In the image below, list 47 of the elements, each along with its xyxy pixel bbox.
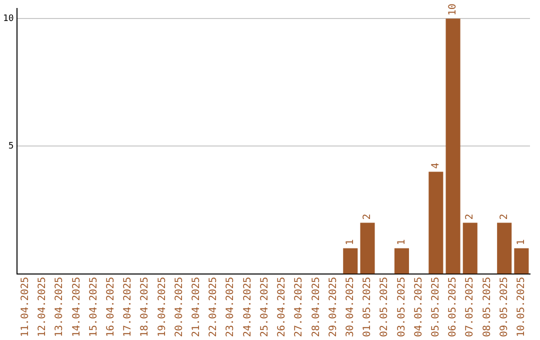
bar xyxy=(394,248,409,274)
bar xyxy=(360,222,375,274)
x-tick-label: 02.05.2025 xyxy=(379,276,390,338)
x-tick-label: 13.04.2025 xyxy=(54,276,66,338)
x-tick-label: 12.04.2025 xyxy=(37,276,48,338)
x-tick-label: 27.04.2025 xyxy=(294,276,305,338)
bar xyxy=(428,172,444,274)
x-tick-label: 11.04.2025 xyxy=(20,276,31,338)
x-tick-label: 15.04.2025 xyxy=(88,276,100,338)
x-tick-label: 24.04.2025 xyxy=(242,276,254,338)
data-label: 1 xyxy=(396,239,408,246)
x-tick-label: 06.05.2025 xyxy=(448,276,459,338)
y-tick-label: 5 xyxy=(8,142,14,152)
data-label: 10 xyxy=(448,4,459,16)
x-tick-label: 21.04.2025 xyxy=(191,276,202,338)
x-tick-label: 09.05.2025 xyxy=(498,276,510,338)
x-tick-label: 05.05.2025 xyxy=(430,276,442,338)
bar xyxy=(343,248,358,274)
x-tick-label: 14.04.2025 xyxy=(71,276,82,338)
x-tick-label: 30.04.2025 xyxy=(344,276,356,338)
x-tick-label: 28.04.2025 xyxy=(310,276,322,338)
data-label: 2 xyxy=(362,214,374,220)
x-tick-label: 20.04.2025 xyxy=(174,276,185,338)
x-tick-label: 10.05.2025 xyxy=(516,276,528,338)
x-tick-label: 23.04.2025 xyxy=(225,276,236,338)
x-tick-label: 18.04.2025 xyxy=(140,276,151,338)
x-tick-label: 16.04.2025 xyxy=(106,276,117,338)
x-tick-label: 03.05.2025 xyxy=(396,276,408,338)
data-label: 4 xyxy=(430,162,442,169)
bar xyxy=(514,248,529,274)
bar xyxy=(462,222,478,274)
x-tick-label: 08.05.2025 xyxy=(482,276,493,338)
x-tick-label: 25.04.2025 xyxy=(259,276,270,338)
data-label: 2 xyxy=(498,214,510,220)
x-tick-label: 04.05.2025 xyxy=(413,276,424,338)
x-tick-label: 07.05.2025 xyxy=(464,276,476,338)
x-tick-label: 22.04.2025 xyxy=(208,276,220,338)
x-tick-label: 29.04.2025 xyxy=(328,276,339,338)
data-label: 1 xyxy=(516,239,528,246)
bar xyxy=(497,222,512,274)
x-tick-label: 26.04.2025 xyxy=(276,276,288,338)
x-tick-label: 01.05.2025 xyxy=(362,276,374,338)
data-label: 2 xyxy=(464,214,476,220)
x-tick-label: 19.04.2025 xyxy=(156,276,168,338)
data-label: 1 xyxy=(344,239,356,246)
x-tick-label: 17.04.2025 xyxy=(122,276,134,338)
bar xyxy=(446,18,460,274)
